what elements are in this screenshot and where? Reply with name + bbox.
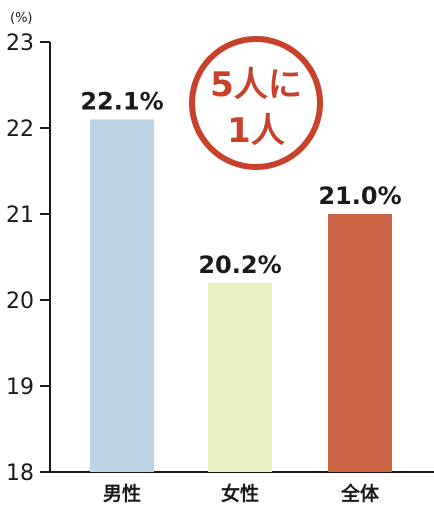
y-tick-label: 23	[6, 31, 34, 56]
bar-1	[90, 119, 154, 473]
y-tick-label: 20	[6, 289, 34, 314]
category-label: 女性	[221, 482, 259, 505]
y-tick-label: 22	[6, 117, 34, 142]
callout-stamp: 5人に 1人	[189, 36, 323, 170]
bars: 22.1% 男性 20.2% 女性 21.0% 全体	[80, 87, 401, 505]
y-tick-label: 19	[6, 375, 34, 400]
category-label: 全体	[340, 482, 380, 505]
bar-3	[328, 214, 392, 472]
data-label: 22.1%	[80, 87, 163, 115]
callout-line-2: 1人	[227, 111, 285, 151]
y-tick-label: 18	[6, 461, 34, 486]
data-label: 21.0%	[318, 182, 401, 210]
category-label: 男性	[103, 482, 141, 505]
callout-line-1: 5人に	[210, 65, 302, 105]
y-tick-label: 21	[6, 203, 34, 228]
y-axis-unit: (%)	[10, 11, 33, 26]
data-label: 20.2%	[198, 251, 281, 279]
bar-2	[208, 282, 272, 472]
y-axis-ticks: 18 19 20 21 22 23	[6, 31, 50, 486]
callout-circle	[189, 36, 323, 170]
